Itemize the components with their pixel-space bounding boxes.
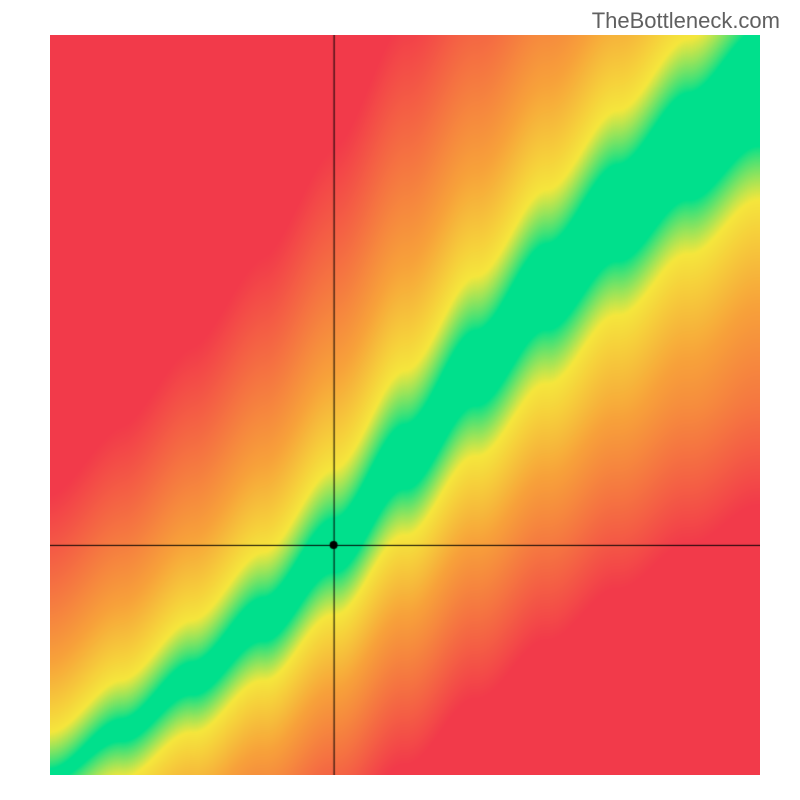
- heatmap-canvas: [50, 35, 760, 775]
- watermark-text: TheBottleneck.com: [592, 8, 780, 34]
- bottleneck-heatmap: [50, 35, 760, 775]
